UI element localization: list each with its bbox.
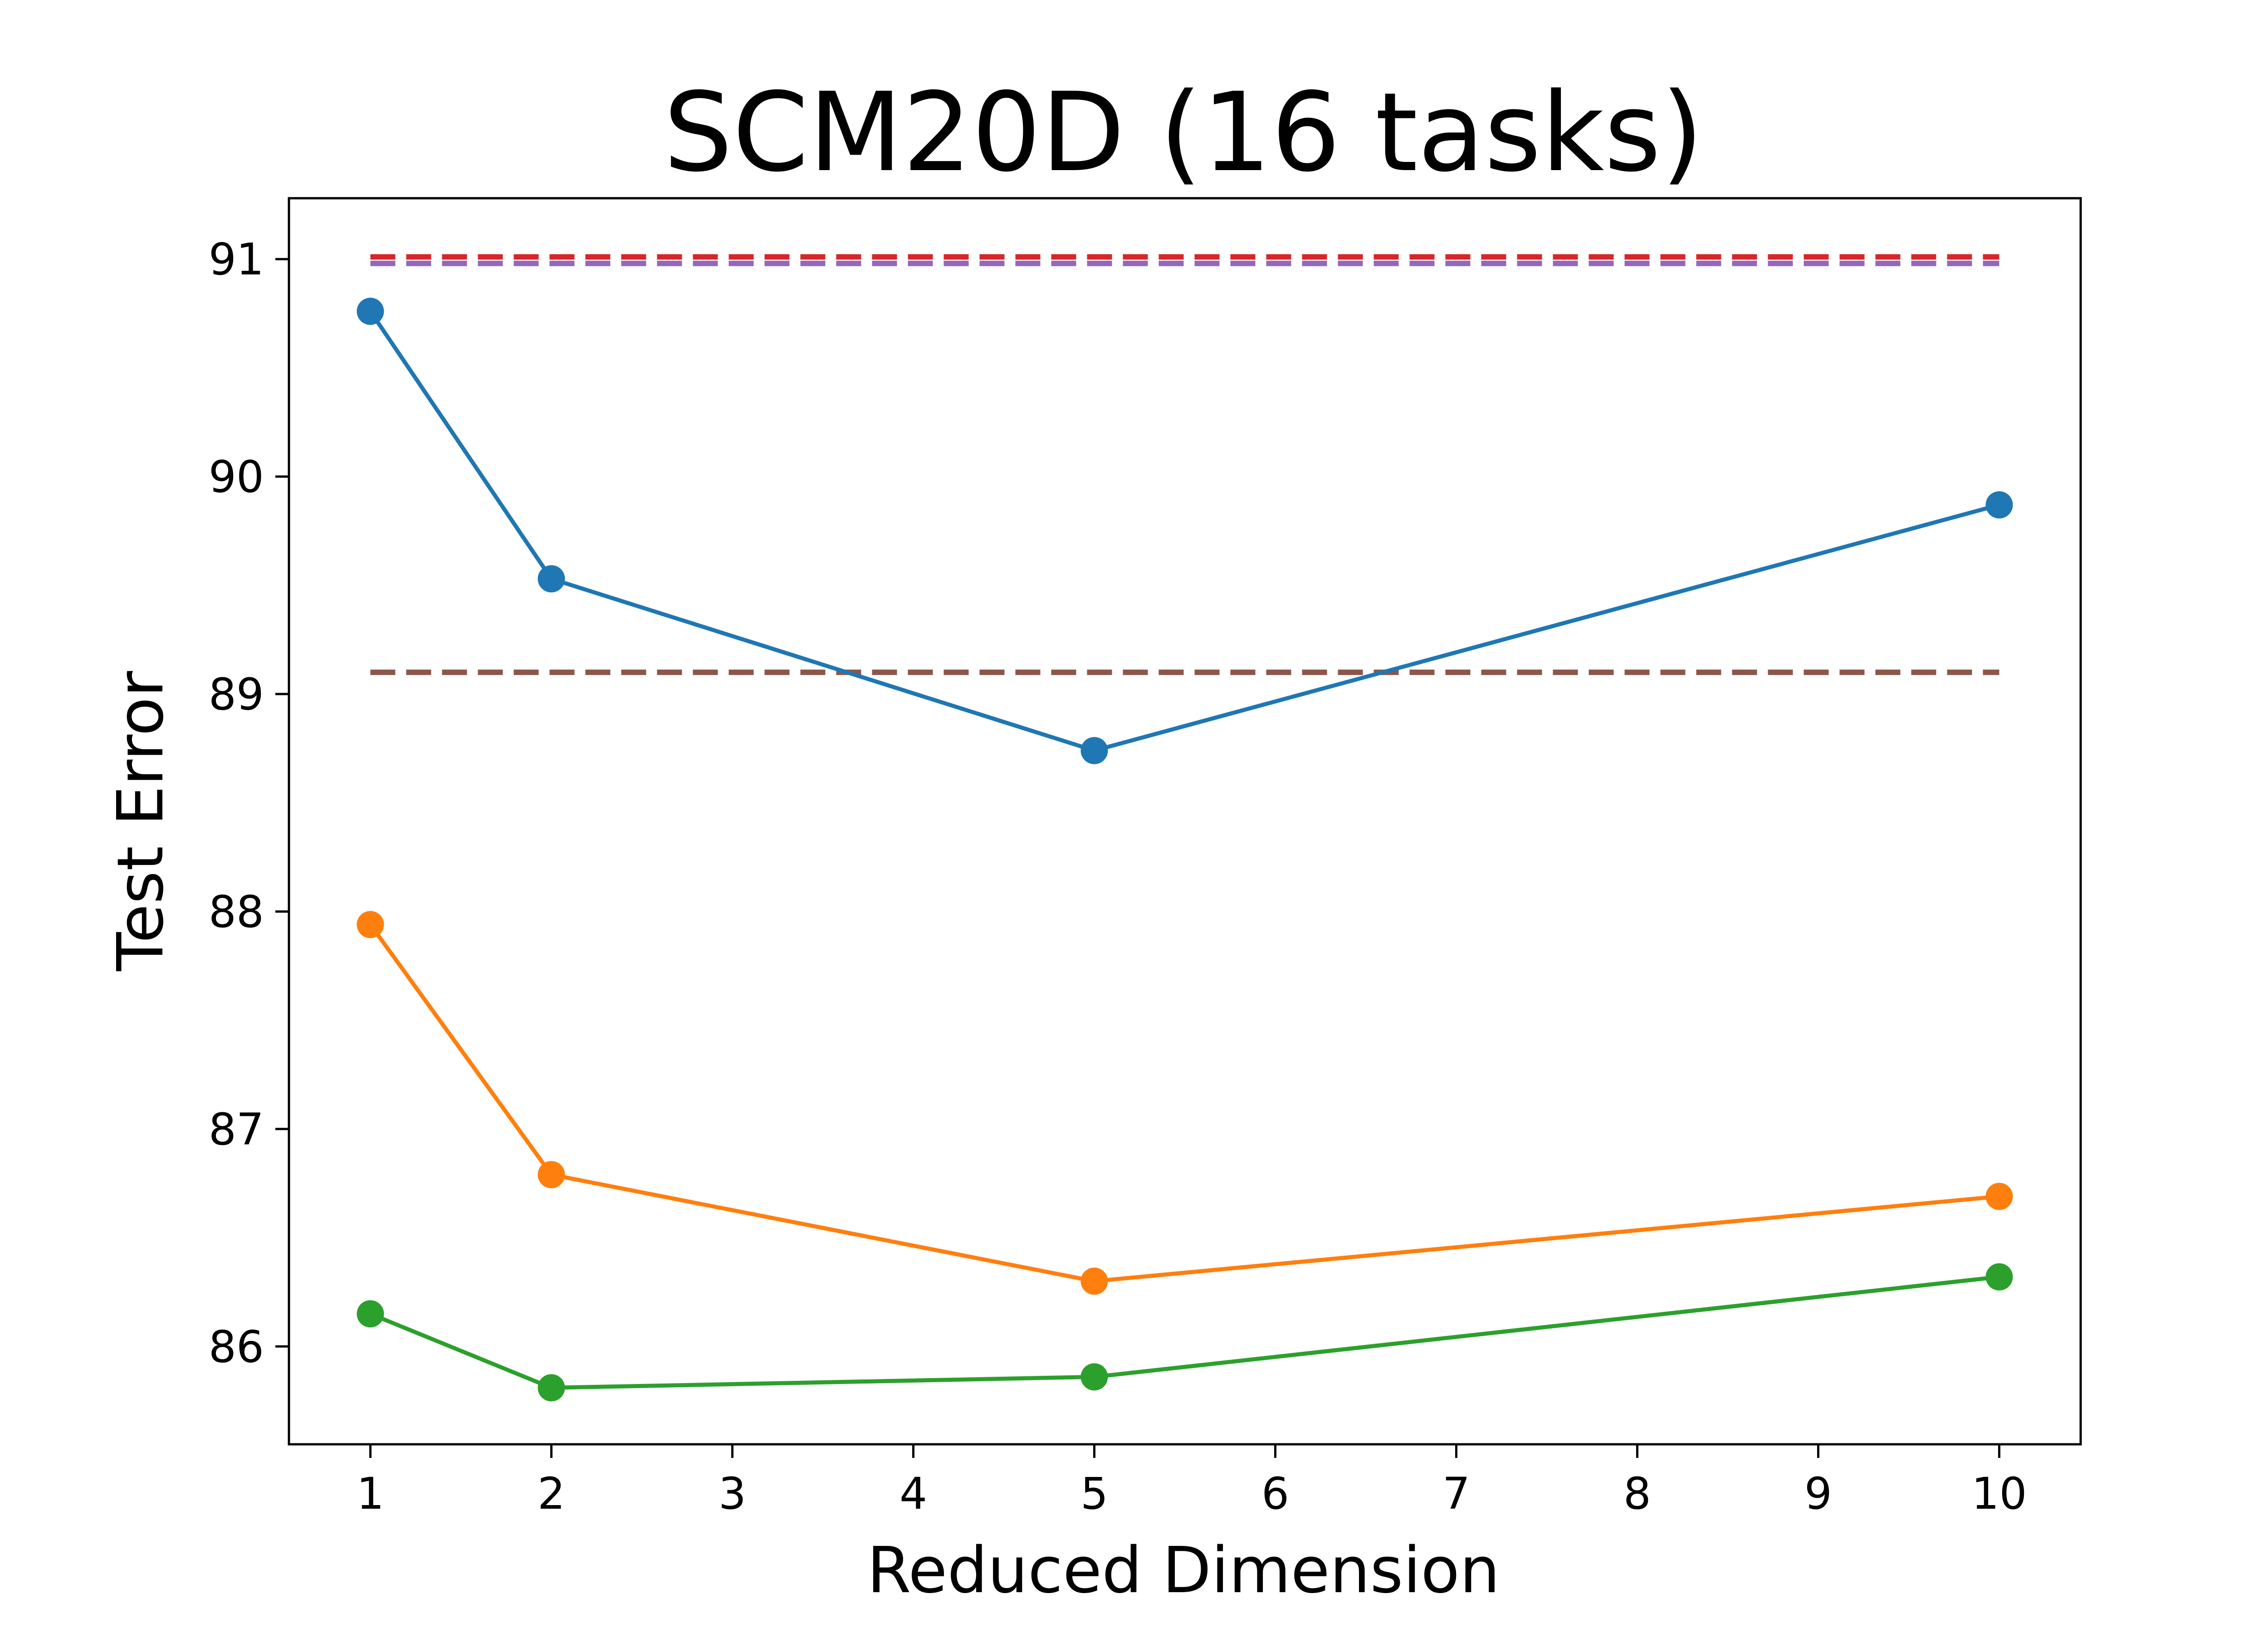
y-axis: 86 87 88 89 90 91 bbox=[209, 234, 289, 1372]
x-tick-label: 4 bbox=[899, 1468, 927, 1519]
x-tick-label: 10 bbox=[1971, 1468, 2027, 1519]
series-2-line bbox=[368, 923, 1999, 1283]
x-tick-label: 3 bbox=[719, 1468, 746, 1519]
series-1 bbox=[357, 298, 2013, 764]
series-1-line bbox=[368, 310, 2000, 753]
series-3-point bbox=[1985, 1263, 2013, 1291]
series-1-point bbox=[538, 565, 565, 592]
series-2-point bbox=[1080, 1267, 1108, 1295]
plot-area bbox=[357, 254, 2013, 1402]
series-1-point bbox=[357, 298, 384, 325]
y-tick-label: 86 bbox=[209, 1321, 264, 1372]
series-3-point bbox=[538, 1374, 565, 1402]
plot-frame bbox=[288, 197, 2082, 1446]
series-2-point bbox=[1985, 1183, 2013, 1210]
x-tick-label: 8 bbox=[1623, 1468, 1651, 1519]
y-tick-label: 91 bbox=[209, 234, 264, 285]
chart-title: SCM20D (16 tasks) bbox=[664, 69, 1704, 196]
series-3-line bbox=[369, 1275, 1999, 1390]
x-axis-label: Reduced Dimension bbox=[867, 1534, 1500, 1608]
y-tick-label: 88 bbox=[209, 886, 264, 937]
series-1-point bbox=[1985, 491, 2013, 518]
series-3-point bbox=[357, 1300, 384, 1328]
x-tick-label: 6 bbox=[1261, 1468, 1289, 1519]
x-tick-label: 5 bbox=[1080, 1468, 1108, 1519]
series-2-point bbox=[538, 1161, 565, 1188]
series-1-point bbox=[1080, 737, 1108, 764]
y-axis-label: Test Error bbox=[104, 671, 178, 972]
series-2 bbox=[357, 911, 2013, 1295]
series-2-point bbox=[357, 911, 384, 939]
x-tick-label: 7 bbox=[1442, 1468, 1470, 1519]
y-tick-label: 89 bbox=[209, 669, 264, 720]
x-tick-label: 1 bbox=[357, 1468, 384, 1519]
x-tick-label: 9 bbox=[1804, 1468, 1832, 1519]
y-tick-label: 87 bbox=[209, 1104, 264, 1155]
y-tick-label: 90 bbox=[209, 452, 264, 503]
x-axis: 1 2 3 4 5 6 7 8 9 10 bbox=[357, 1444, 2027, 1519]
series-3 bbox=[357, 1263, 2013, 1402]
x-tick-label: 2 bbox=[538, 1468, 565, 1519]
series-3-point bbox=[1080, 1363, 1108, 1391]
